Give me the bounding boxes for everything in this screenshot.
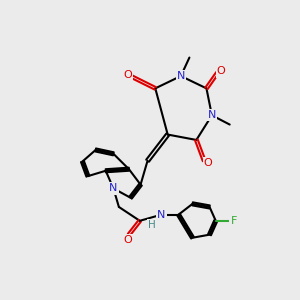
Text: N: N: [157, 210, 166, 220]
Text: O: O: [123, 235, 132, 245]
Text: O: O: [123, 70, 132, 80]
Text: O: O: [204, 158, 212, 168]
Text: N: N: [177, 71, 185, 81]
Text: N: N: [109, 184, 118, 194]
Text: F: F: [230, 216, 237, 226]
Text: H: H: [148, 220, 156, 230]
Text: O: O: [217, 66, 226, 76]
Text: N: N: [208, 110, 216, 120]
